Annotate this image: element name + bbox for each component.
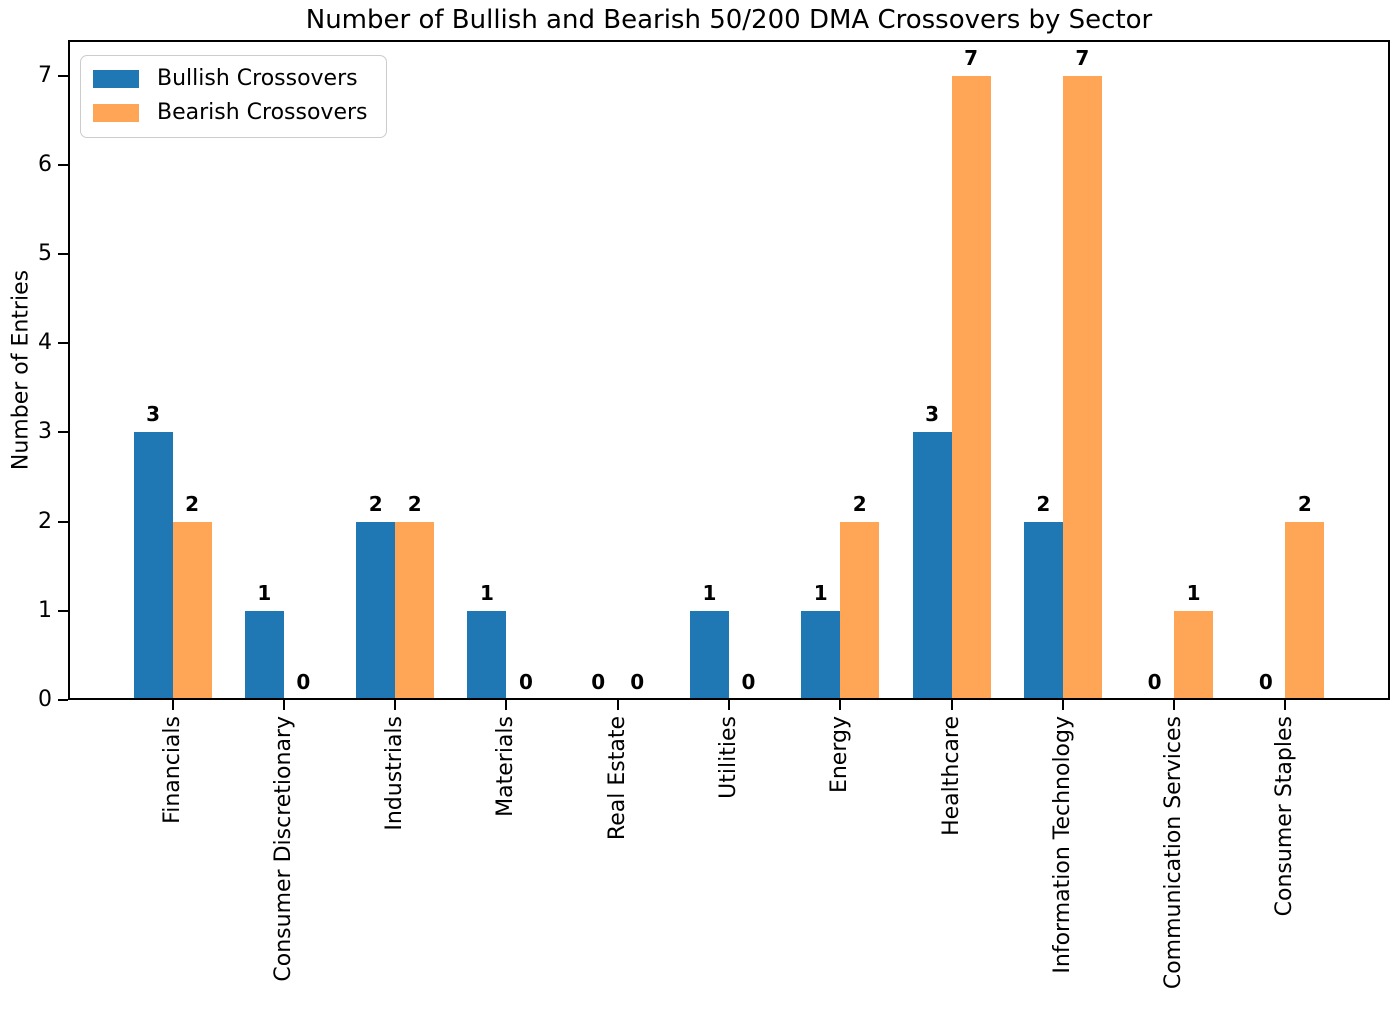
y-tick-mark [58, 253, 68, 256]
x-tick-mark [505, 700, 508, 710]
bar-value-label: 0 [591, 670, 606, 694]
bar-bearish-crossovers-information-technology [1062, 75, 1102, 698]
bar-bullish-crossovers-healthcare [912, 432, 952, 698]
x-tick-label-utilities: Utilities [716, 716, 741, 799]
bar-value-label: 1 [813, 580, 828, 605]
bar-bearish-crossovers-energy [840, 521, 880, 698]
bar-bullish-crossovers-industrials [356, 521, 396, 698]
x-tick-label-consumer-staples: Consumer Staples [1272, 716, 1298, 917]
y-tick-label: 3 [38, 419, 52, 445]
bar-value-label: 2 [407, 491, 422, 516]
bar-bullish-crossovers-consumer-discretionary [244, 610, 284, 698]
bar-value-label: 0 [1258, 670, 1273, 694]
x-tick-mark [394, 700, 397, 710]
bar-value-label: 0 [1147, 670, 1162, 694]
y-tick-label: 7 [38, 62, 52, 88]
x-tick-mark [171, 700, 174, 710]
bar-value-label: 7 [964, 45, 978, 70]
bar-value-label: 3 [925, 402, 939, 427]
legend-row-bullish: Bullish Crossovers [93, 66, 368, 91]
bar-bullish-crossovers-financials [133, 432, 173, 698]
y-tick-mark [58, 163, 68, 166]
bar-bullish-crossovers-energy [801, 610, 841, 698]
x-tick-mark [282, 700, 285, 710]
y-tick-label: 1 [38, 597, 52, 623]
x-tick-label-financials: Financials [159, 716, 185, 824]
y-tick-label: 6 [38, 151, 52, 177]
y-tick-mark [58, 74, 68, 77]
bar-value-label: 2 [185, 491, 200, 516]
chart-title: Number of Bullish and Bearish 50/200 DMA… [305, 5, 1153, 35]
bar-bullish-crossovers-information-technology [1023, 521, 1063, 698]
bar-bearish-crossovers-consumer-staples [1285, 521, 1325, 698]
x-tick-label-industrials: Industrials [382, 716, 408, 831]
legend-swatch-bullish [93, 69, 139, 88]
x-tick-mark [616, 700, 619, 710]
bar-bullish-crossovers-utilities [690, 610, 729, 698]
legend-row-bearish: Bearish Crossovers [93, 100, 368, 125]
x-tick-mark [839, 700, 842, 710]
legend: Bullish Crossovers Bearish Crossovers [80, 55, 387, 138]
bar-bearish-crossovers-healthcare [951, 75, 991, 698]
bar-value-label: 1 [702, 580, 717, 605]
bar-value-label: 0 [630, 670, 645, 694]
x-tick-mark [1061, 700, 1064, 710]
bar-bullish-crossovers-materials [467, 610, 507, 698]
bar-value-label: 1 [479, 580, 494, 605]
y-tick-mark [58, 699, 68, 701]
y-tick-label: 5 [38, 241, 52, 267]
x-tick-mark [1284, 700, 1287, 710]
y-tick-mark [58, 342, 68, 345]
y-tick-mark [58, 609, 68, 612]
x-tick-label-information-technology: Information Technology [1049, 716, 1075, 974]
x-tick-mark [950, 700, 953, 710]
plot-area [68, 40, 1390, 700]
bar-bearish-crossovers-financials [172, 521, 212, 698]
x-tick-label-real-estate: Real Estate [604, 716, 630, 841]
x-tick-label-communication-services: Communication Services [1161, 716, 1187, 990]
bar-value-label: 2 [368, 491, 383, 516]
bar-value-label: 0 [741, 670, 756, 694]
bar-value-label: 3 [146, 402, 161, 427]
legend-label-bullish: Bullish Crossovers [157, 66, 358, 91]
y-tick-label: 0 [38, 687, 52, 712]
y-tick-mark [58, 520, 68, 523]
legend-swatch-bearish [93, 103, 139, 122]
bar-bearish-crossovers-communication-services [1174, 610, 1214, 698]
x-tick-label-energy: Energy [827, 716, 853, 794]
legend-label-bearish: Bearish Crossovers [157, 100, 368, 125]
bar-value-label: 2 [852, 491, 867, 516]
x-tick-mark [1173, 700, 1176, 710]
x-tick-label-healthcare: Healthcare [938, 716, 964, 836]
bar-value-label: 2 [1297, 491, 1312, 516]
bar-value-label: 1 [1186, 580, 1201, 605]
bar-value-label: 0 [296, 670, 311, 694]
bar-bearish-crossovers-industrials [395, 521, 435, 698]
bar-value-label: 2 [1036, 491, 1051, 516]
y-tick-label: 4 [38, 330, 52, 356]
x-tick-label-consumer-discretionary: Consumer Discretionary [270, 716, 296, 982]
y-tick-mark [58, 431, 68, 434]
x-tick-mark [728, 700, 730, 710]
x-tick-label-materials: Materials [493, 716, 519, 817]
bar-value-label: 7 [1075, 45, 1090, 70]
bar-value-label: 0 [518, 670, 533, 694]
y-tick-label: 2 [38, 508, 52, 534]
bar-value-label: 1 [257, 580, 272, 605]
